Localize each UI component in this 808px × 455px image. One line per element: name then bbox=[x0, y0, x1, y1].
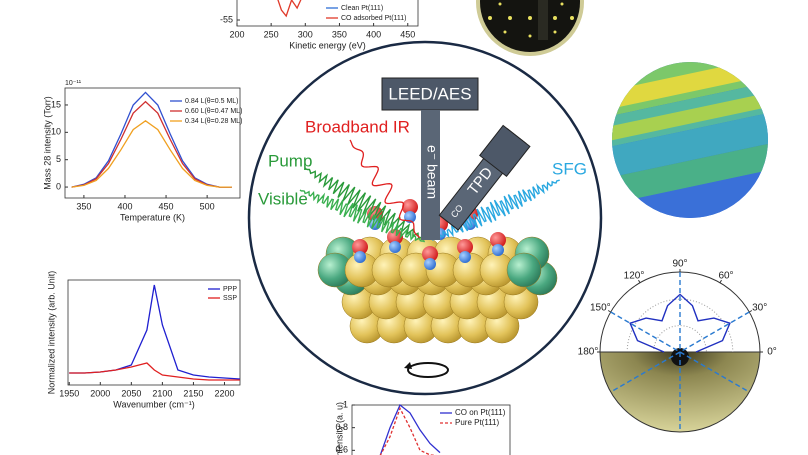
legend-label: Pure Pt(111) bbox=[455, 418, 500, 427]
x-tick-label: 400 bbox=[117, 201, 132, 211]
co-carbon bbox=[492, 244, 504, 256]
angle-tick bbox=[638, 279, 641, 283]
angle-label: 60° bbox=[718, 270, 733, 281]
angle-label: 120° bbox=[624, 270, 645, 281]
legend-label: 0.84 L(θ=0.5 ML) bbox=[185, 98, 239, 105]
legend-label: 0.60 L(θ=0.47 ML) bbox=[185, 108, 242, 115]
legend-label: PPP bbox=[223, 286, 237, 293]
x-tick-label: 2000 bbox=[90, 388, 110, 398]
ir-label: Broadband IR bbox=[305, 117, 410, 136]
plot-frame bbox=[236, 0, 419, 27]
x-tick-label: 450 bbox=[159, 201, 174, 211]
beam bbox=[304, 167, 425, 241]
y-tick-label: 0.8 bbox=[335, 422, 348, 432]
x-axis-label: Kinetic energy (eV) bbox=[289, 40, 366, 50]
legend-label: CO on Pt(111) bbox=[455, 408, 506, 417]
beam bbox=[299, 189, 426, 243]
co-oxygen bbox=[422, 246, 438, 262]
series-line bbox=[277, 0, 302, 18]
legend-label: CO adsorbed Pt(111) bbox=[341, 15, 407, 22]
x-tick-label: 200 bbox=[229, 29, 244, 39]
charts: 200 250 300 350 400 450 -55 Kinetic energy (eV)… bbox=[42, 0, 777, 455]
x-tick-label: 1950 bbox=[59, 388, 79, 398]
tpd-head bbox=[479, 124, 531, 178]
beam bbox=[349, 139, 421, 239]
leed-image bbox=[476, 0, 584, 56]
angle-label: 180° bbox=[578, 347, 599, 358]
x-tick-label: 400 bbox=[366, 29, 381, 39]
co-carbon bbox=[459, 251, 471, 263]
atom bbox=[506, 252, 542, 288]
x-tick-label: 450 bbox=[400, 29, 415, 39]
heatmap-image bbox=[612, 62, 768, 218]
y-tick-label: 0.6 bbox=[335, 445, 348, 455]
y-axis-label: Mass 28 intensity (Torr) bbox=[42, 96, 52, 190]
angle-tick bbox=[719, 279, 722, 283]
angle-label: 0° bbox=[767, 347, 777, 358]
x-tick-label: 2150 bbox=[183, 388, 203, 398]
x-axis-label: Temperature (K) bbox=[120, 212, 185, 222]
rotation-arrow bbox=[404, 362, 449, 378]
pump-label: Pump bbox=[268, 151, 312, 170]
beam bbox=[431, 179, 560, 241]
y-tick-label: -55 bbox=[220, 14, 233, 24]
x-axis-label: Wavenumber (cm⁻¹) bbox=[113, 399, 194, 409]
x-tick-label: 300 bbox=[298, 29, 313, 39]
co-oxygen bbox=[402, 199, 418, 215]
legend-label: SSP bbox=[223, 295, 237, 302]
sfg-label: SFG bbox=[552, 159, 587, 178]
beam-column bbox=[421, 110, 440, 240]
co-oxygen bbox=[352, 239, 368, 255]
plot-frame bbox=[351, 404, 511, 455]
y-multiplier: 10⁻¹¹ bbox=[65, 80, 82, 87]
angle-label: 30° bbox=[752, 303, 767, 314]
beam-label: e⁻ beam bbox=[424, 145, 440, 199]
crystal bbox=[317, 199, 558, 344]
y-tick-label: 5 bbox=[56, 154, 61, 164]
y-tick-label: 15 bbox=[51, 99, 61, 109]
x-tick-label: 2100 bbox=[152, 388, 172, 398]
y-tick-label: 1 bbox=[343, 399, 348, 409]
angle-label: 90° bbox=[672, 259, 687, 270]
legend-label: Clean Pt(111) bbox=[341, 5, 383, 12]
polar-curve bbox=[629, 293, 731, 353]
series-line bbox=[69, 362, 240, 381]
co-oxygen bbox=[387, 229, 403, 245]
x-tick-label: 350 bbox=[76, 201, 91, 211]
x-tick-label: 2050 bbox=[121, 388, 141, 398]
beams bbox=[299, 139, 560, 243]
co-oxygen bbox=[490, 232, 506, 248]
x-tick-label: 500 bbox=[200, 201, 215, 211]
angle-tick bbox=[749, 310, 753, 313]
legend-label: 0.34 L(θ=0.28 ML) bbox=[185, 118, 242, 125]
angle-tick bbox=[607, 310, 611, 313]
series-line bbox=[379, 403, 441, 455]
series-line bbox=[71, 120, 232, 188]
symmetry-axis bbox=[610, 311, 750, 393]
y-axis-label: Normalized intensity (arb. Unit) bbox=[46, 271, 56, 395]
co-carbon bbox=[389, 241, 401, 253]
series-line bbox=[71, 100, 232, 188]
y-tick-label: 10 bbox=[51, 127, 61, 137]
leed-aes-label: LEED/AES bbox=[388, 84, 471, 103]
y-axis-label: Intensity (a. u) bbox=[334, 402, 344, 455]
visible-label: Visible bbox=[258, 189, 308, 208]
co-carbon bbox=[424, 258, 436, 270]
x-tick-label: 250 bbox=[264, 29, 279, 39]
co-oxygen bbox=[457, 239, 473, 255]
x-tick-label: 350 bbox=[332, 29, 347, 39]
diagram-frame bbox=[247, 40, 603, 396]
co-carbon bbox=[354, 251, 366, 263]
angle-label: 150° bbox=[590, 303, 611, 314]
x-tick-label: 2200 bbox=[214, 388, 234, 398]
series-line bbox=[379, 406, 437, 455]
y-tick-label: 0 bbox=[56, 181, 61, 191]
